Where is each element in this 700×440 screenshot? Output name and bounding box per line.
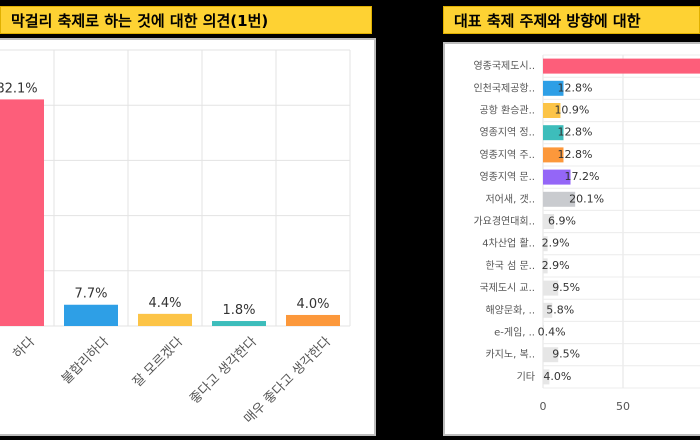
chart2-data-label: 2.9% [542, 259, 570, 272]
chart1-panel: 82.1% 하다 7.7% 불합리하다 4.4% 잘 모르겠다 1.8% 좋다고 생각한다 4.… [0, 38, 376, 436]
chart2-data-label: 9.5% [552, 348, 580, 361]
chart2-bar [543, 258, 548, 274]
chart2-category-label: 한국 섬 문.. [485, 260, 535, 272]
chart2-bar [543, 236, 548, 252]
chart2-category-label: 인천국제공항.. [473, 82, 535, 94]
chart1-bar [286, 314, 340, 326]
chart2-data-label: 9.5% [552, 281, 580, 294]
chart2-category-label: 해양문화, .. [485, 303, 535, 316]
chart1-data-label: 4.4% [148, 296, 181, 311]
chart2-panel: 영종국제도시.. 인천국제공항.. 12.8% 공항 환승관.. 10.9% 영종지역 정… [443, 42, 700, 436]
chart2-bar [543, 80, 564, 96]
chart2-data-label: 12.8% [557, 126, 592, 139]
chart2-category-label: 영종지역 문.. [479, 171, 535, 183]
chart2-data-label: 12.8% [557, 148, 592, 161]
chart1-category-label: 하다 [11, 334, 39, 362]
chart2-category-label: 4차산업 활.. [482, 237, 535, 250]
chart1-data-label: 1.8% [222, 303, 255, 318]
chart2-data-label: 6.9% [548, 215, 576, 228]
chart2-data-label: 10.9% [554, 104, 589, 117]
chart2-tick-label: 0 [540, 400, 547, 413]
chart2-category-label: 영종국제도시.. [473, 60, 535, 72]
chart2-data-label: 4.0% [543, 370, 571, 383]
chart1-data-label: 82.1% [0, 81, 38, 96]
chart1-data-label: 7.7% [74, 287, 107, 302]
chart1-data-label: 4.0% [296, 297, 329, 312]
chart2-category-label: 카지노, 복.. [485, 349, 535, 361]
chart2-data-label: 2.9% [542, 237, 570, 250]
chart2-category-label: 공항 환승관.. [479, 105, 535, 117]
chart2-bar [543, 369, 550, 385]
chart2-data-label: 5.8% [546, 303, 574, 316]
chart2-bar [543, 325, 544, 340]
chart2-category-label: 가요경연대회.. [473, 215, 535, 228]
chart2-bar [543, 280, 559, 296]
chart2-data-label: 0.4% [538, 326, 566, 339]
chart1-bar [0, 99, 44, 327]
chart1-bar [64, 304, 118, 326]
chart2-category-label: 국제도시 교.. [479, 282, 535, 294]
chart2-bar [543, 103, 561, 118]
chart1-title: 막걸리 축제로 하는 것에 대한 의견(1번) [0, 6, 372, 34]
chart1-category-label: 불합리하다 [59, 334, 112, 387]
chart2-category-label: 영종지역 정.. [479, 127, 535, 139]
chart1-bar [138, 313, 192, 326]
chart2-bar [543, 302, 553, 318]
chart2-title: 대표 축제 주제와 방향에 대한 [443, 6, 700, 34]
chart2-data-label: 12.8% [557, 81, 592, 94]
chart2-category-label: 기타 [517, 371, 535, 383]
chart2-bar [543, 58, 700, 74]
chart2-bar [543, 347, 559, 363]
chart1-bar [212, 321, 266, 326]
chart2-category-label: 영종지역 주.. [479, 149, 535, 161]
chart2-category-label: e-게임, .. [494, 326, 535, 339]
chart1-category-label: 좋다고 생각한다 [187, 334, 260, 407]
chart1-svg: 82.1% 하다 7.7% 불합리하다 4.4% 잘 모르겠다 1.8% 좋다고 생각한다 4.… [0, 49, 351, 427]
chart2-bar [543, 214, 555, 229]
chart2-tick-label: 50 [616, 400, 630, 413]
chart1-category-label: 잘 모르겠다 [130, 334, 186, 390]
chart2-bar [543, 125, 564, 141]
chart2-bar [543, 169, 571, 185]
chart2-svg: 영종국제도시.. 인천국제공항.. 12.8% 공항 환승관.. 10.9% 영종지역 정… [473, 54, 700, 413]
chart2-category-label: 저어새, 갯.. [485, 193, 535, 205]
chart2-data-label: 17.2% [565, 170, 600, 183]
chart2-data-label: 20.1% [569, 192, 604, 205]
chart2-bar [543, 147, 564, 163]
chart2-bar [543, 191, 576, 207]
